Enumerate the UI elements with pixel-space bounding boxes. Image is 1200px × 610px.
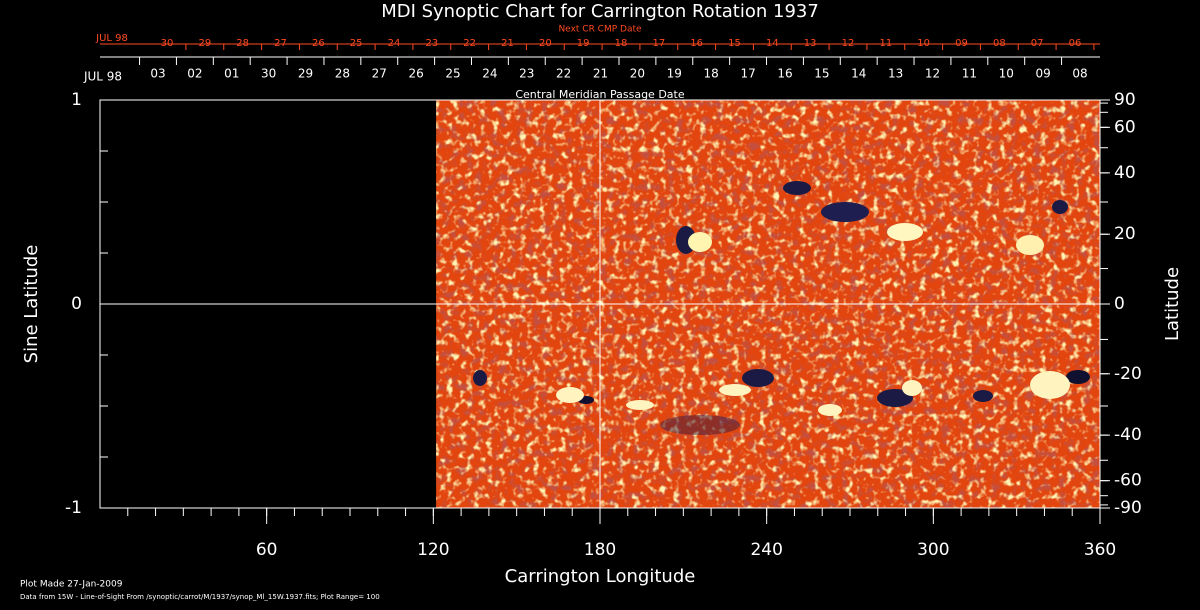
top-axis-date: 25	[445, 67, 460, 81]
x-tick-label: 60	[256, 540, 278, 560]
next-axis-month: JUL 98	[95, 33, 128, 44]
next-axis-date: 12	[842, 38, 855, 49]
next-axis-date: 14	[766, 38, 779, 49]
top-axis-date: 21	[593, 67, 608, 81]
top-axis-date: 24	[482, 67, 497, 81]
y2-tick-label: 40	[1114, 163, 1136, 183]
next-axis-date: 10	[917, 38, 930, 49]
chart-title: MDI Synoptic Chart for Carrington Rotati…	[381, 1, 819, 22]
x-tick-label: 300	[917, 540, 949, 560]
top-axis-month: JUL 98	[83, 70, 122, 84]
x-tick-label: 240	[750, 540, 782, 560]
next-axis-date: 22	[463, 38, 476, 49]
top-axis-date: 29	[298, 67, 313, 81]
top-axis-date: 12	[925, 67, 940, 81]
x-tick-label: 180	[584, 540, 616, 560]
next-axis-date: 29	[198, 38, 211, 49]
top-axis-date: 17	[740, 67, 755, 81]
next-axis-date: 06	[1069, 38, 1082, 49]
top-axis-date: 22	[556, 67, 571, 81]
y2-tick-label: 60	[1114, 117, 1136, 137]
next-axis-date: 20	[539, 38, 552, 49]
next-axis-date: 25	[350, 38, 363, 49]
top-axis-date: 23	[519, 67, 534, 81]
top-axis-date: 27	[372, 67, 387, 81]
next-axis-date: 16	[690, 38, 703, 49]
next-axis-date: 13	[804, 38, 817, 49]
top-axis-title: Central Meridian Passage Date	[515, 88, 684, 101]
y-tick-label: 1	[71, 90, 82, 110]
y2-tick-label: 90	[1114, 90, 1136, 110]
top-axis-date: 02	[187, 67, 202, 81]
next-axis-date: 27	[274, 38, 287, 49]
y2-axis-title: Latitude	[1162, 267, 1183, 341]
next-axis-date: 18	[615, 38, 628, 49]
y2-tick-label: -90	[1114, 498, 1142, 518]
next-axis-date: 24	[388, 38, 401, 49]
y-tick-label: -1	[65, 498, 82, 518]
top-axis-date: 08	[1072, 67, 1087, 81]
top-axis-date: 18	[704, 67, 719, 81]
top-axis-date: 16	[777, 67, 792, 81]
x-axis-title: Carrington Longitude	[505, 566, 696, 587]
next-axis-date: 26	[312, 38, 325, 49]
top-axis-date: 30	[261, 67, 276, 81]
y-axis-title: Sine Latitude	[21, 245, 42, 364]
next-axis-date: 08	[993, 38, 1006, 49]
next-axis-date: 19	[577, 38, 590, 49]
footer-note: Plot Made 27-Jan-2009	[20, 580, 123, 590]
y2-tick-label: -60	[1114, 471, 1142, 491]
next-axis-date: 11	[879, 38, 892, 49]
active-regions	[473, 181, 1090, 435]
next-axis-title: Next CR CMP Date	[558, 25, 642, 35]
top-axis-date: 11	[962, 67, 977, 81]
next-axis-date: 28	[236, 38, 249, 49]
y2-tick-label: -40	[1114, 425, 1142, 445]
next-axis-date: 07	[1031, 38, 1044, 49]
footer-note: Data from 15W - Line-of-Sight From /syno…	[20, 593, 380, 601]
top-axis-date: 20	[630, 67, 645, 81]
top-axis-date: 03	[150, 67, 165, 81]
y2-tick-label: -20	[1114, 364, 1142, 384]
x-tick-label: 120	[417, 540, 449, 560]
top-axis-date: 14	[851, 67, 866, 81]
top-axis-date: 10	[999, 67, 1014, 81]
next-axis-date: 09	[955, 38, 968, 49]
next-axis-date: 17	[652, 38, 665, 49]
top-axis-date: 01	[224, 67, 239, 81]
next-axis-date: 21	[501, 38, 514, 49]
next-axis-date: 30	[161, 38, 174, 49]
top-axis-date: 15	[814, 67, 829, 81]
next-axis-date: 15	[728, 38, 741, 49]
y2-tick-label: 0	[1114, 294, 1125, 314]
next-axis-date: 23	[425, 38, 438, 49]
x-tick-label: 360	[1084, 540, 1116, 560]
top-axis-date: 28	[335, 67, 350, 81]
top-axis-date: 09	[1035, 67, 1050, 81]
top-axis-date: 26	[409, 67, 424, 81]
y-tick-label: 0	[71, 294, 82, 314]
y2-tick-label: 20	[1114, 224, 1136, 244]
top-axis-date: 19	[667, 67, 682, 81]
top-axis-date: 13	[888, 67, 903, 81]
